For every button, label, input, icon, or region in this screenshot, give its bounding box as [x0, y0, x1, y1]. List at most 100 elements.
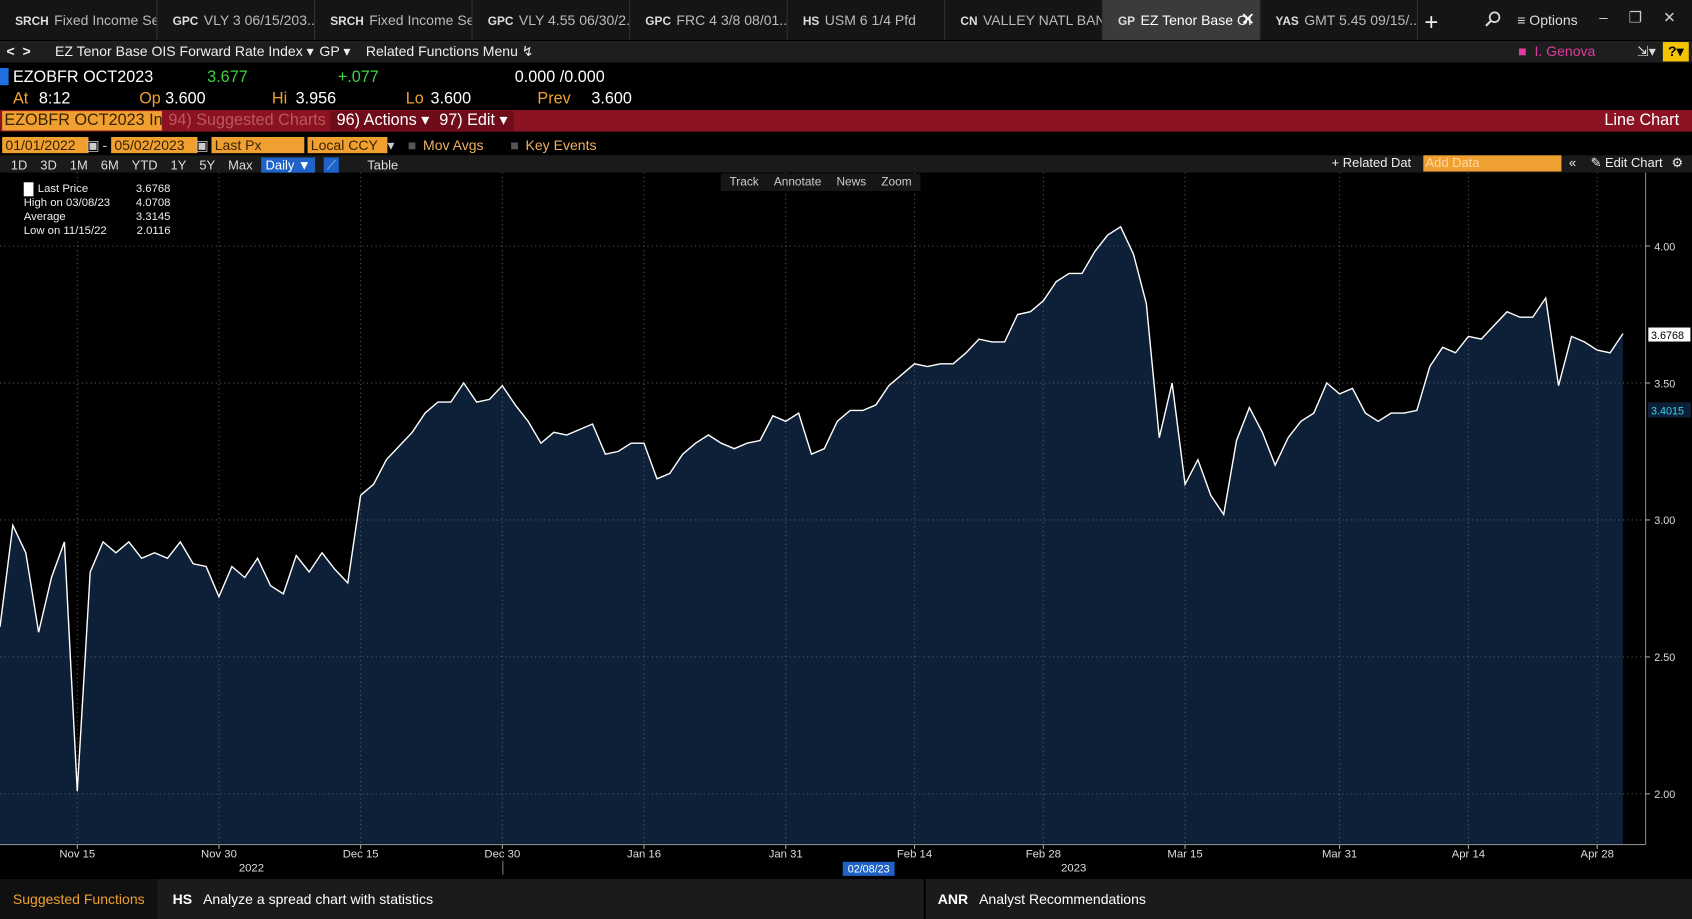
period-button[interactable]: YTD [131, 157, 158, 173]
tab[interactable]: SRCH Fixed Income Se.. [0, 0, 158, 40]
options-button[interactable]: ≡ Options [1517, 11, 1578, 29]
related-menu[interactable]: Related Functions Menu ↯ [365, 43, 534, 60]
at-label: At [12, 89, 29, 108]
area-fill [0, 226, 1623, 845]
edit-chart-label: Edit Chart [1605, 155, 1663, 171]
chart-type[interactable]: Line Chart [1604, 111, 1680, 130]
price-marker [1647, 326, 1692, 343]
calendar-icon[interactable]: ▣ [86, 136, 100, 154]
tab-bar: SRCH Fixed Income Se.. GPC VLY 3 06/15/203.… [0, 0, 1692, 40]
footer-item[interactable]: HS Analyze a spread chart with statistic… [173, 879, 433, 919]
period-button[interactable]: 1Y [170, 157, 187, 173]
prev-label: Prev [537, 89, 571, 108]
chart-tool[interactable]: Annotate [773, 175, 822, 189]
quote-marker [0, 67, 9, 86]
chart-tool[interactable]: Track [729, 175, 759, 189]
legend-entry: Average 3.3145 [9, 210, 171, 224]
user-icon: ■ [1518, 43, 1527, 60]
tab-label: VLY 4.55 06/30/2... [518, 11, 631, 29]
tab-close[interactable]: ✕ [1240, 10, 1255, 30]
search-icon[interactable] [1485, 11, 1502, 28]
tab-label: EZ Tenor Base OI [1140, 11, 1252, 29]
low-value: 3.600 [430, 89, 472, 108]
tab-code: YAS [1275, 15, 1299, 29]
function-bar: EZOBFR OCT2023 In 94) Suggested Charts 9… [0, 110, 1692, 132]
legend: Last Price 3.6768 High on 03/08/23 4.0708 Av… [8, 182, 171, 239]
legend-label: Last Price [23, 182, 88, 197]
security-field[interactable]: EZOBFR OCT2023 In [2, 111, 162, 131]
table-button[interactable]: Table [367, 157, 399, 173]
tab[interactable]: GP EZ Tenor Base OI ✕ [1102, 0, 1261, 40]
tab[interactable]: CN VALLEY NATL BANC ... [945, 0, 1103, 40]
tab-code: HS [802, 15, 820, 29]
actions-menu[interactable]: 96) Actions ▾ [330, 111, 436, 131]
suggested-functions: Suggested Functions [0, 879, 158, 919]
open-value: 3.600 [165, 89, 206, 108]
settings-icon[interactable]: ⚙ [1671, 155, 1684, 171]
calendar-icon[interactable]: ▣ [195, 136, 209, 154]
user-name[interactable]: I. Genova [1534, 43, 1596, 60]
legend-value: 2.0116 [136, 224, 171, 238]
key-events[interactable]: Key Events [525, 136, 597, 154]
edit-menu[interactable]: 97) Edit ▾ [432, 111, 515, 131]
tab[interactable]: SRCH Fixed Income Se.. [315, 0, 473, 40]
chart-tool[interactable]: News [836, 175, 867, 189]
tab-label: Fixed Income Se.. [54, 11, 158, 29]
function-code: HS [172, 890, 193, 908]
period-buttons: 1D 3D 1M 6M YTD 1Y 5Y Max Daily ▼ ⟋ Table [11, 155, 411, 174]
function-label: Analyst Recommendations [979, 890, 1146, 908]
period-button[interactable]: 3D [40, 157, 57, 173]
prev-value: 3.600 [591, 89, 632, 108]
tab[interactable]: GPC VLY 4.55 06/30/2... [473, 0, 631, 40]
y-tick-label: 3.50 [1654, 378, 1675, 390]
source-menu[interactable]: GP ▾ [319, 43, 351, 60]
field-select[interactable]: Last Px [211, 136, 305, 154]
period-button[interactable]: 1D [10, 157, 28, 173]
start-date[interactable]: 01/01/2022 [2, 136, 89, 154]
add-data-field[interactable]: Add Data [1423, 155, 1562, 172]
footer-item[interactable]: ANR Analyst Recommendations [938, 879, 1146, 919]
period-button[interactable]: 1M [69, 157, 88, 173]
tab[interactable]: GPC FRC 4 3/8 08/01... [630, 0, 788, 40]
tab-list: SRCH Fixed Income Se.. GPC VLY 3 06/15/203.… [0, 0, 1418, 40]
tab-code: CN [960, 15, 978, 29]
price-marker-label: 3.6768 [1651, 330, 1684, 342]
chart-tool[interactable]: Zoom [881, 175, 912, 189]
tab-code: GPC [487, 15, 514, 29]
bid-ask: 0.000 /0.000 [514, 67, 605, 87]
tab[interactable]: YAS GMT 5.45 09/15/... [1260, 0, 1418, 40]
edit-chart[interactable]: ✎ Edit Chart [1590, 155, 1663, 171]
tab[interactable]: GPC VLY 3 06/15/203... [158, 0, 316, 40]
currency-select[interactable]: Local CCY [307, 136, 388, 154]
collapse-button[interactable]: « [1569, 155, 1577, 171]
tab-label: VALLEY NATL BANC ... [982, 11, 1102, 29]
tab-code: GP [1117, 15, 1136, 29]
chart-tools: Track Annotate News Zoom [720, 173, 921, 191]
price-marker [1647, 402, 1691, 418]
export-icon[interactable]: ⇲▾ [1636, 43, 1656, 60]
end-date[interactable]: 05/02/2023 [111, 136, 198, 154]
legend-entry: High on 03/08/23 4.0708 [9, 196, 171, 210]
y-tick-label: 4.00 [1654, 241, 1675, 253]
new-tab[interactable]: + [1424, 8, 1439, 36]
help-button[interactable]: ?▾ [1662, 42, 1689, 62]
low-label: Lo [405, 89, 424, 108]
security-title[interactable]: EZ Tenor Base OIS Forward Rate Index ▾ [55, 43, 314, 60]
dropdown-icon[interactable]: ▾ [387, 136, 395, 154]
related-data[interactable]: + Related Dat [1331, 155, 1412, 171]
chart-style-icon[interactable]: ⟋ [323, 157, 340, 174]
x-tick-label: Apr 28 [1581, 848, 1614, 860]
period-button[interactable]: 6M [100, 157, 119, 173]
checkbox[interactable]: ■ [407, 136, 417, 154]
frequency-select[interactable]: Daily ▼ [261, 157, 316, 174]
moving-averages[interactable]: Mov Avgs [423, 136, 484, 154]
period-button[interactable]: Max [228, 157, 253, 173]
nav-arrows[interactable]: < > [6, 43, 31, 60]
function-label: Analyze a spread chart with statistics [203, 890, 434, 908]
legend-value: 3.3145 [135, 210, 171, 224]
period-button[interactable]: 5Y [199, 157, 216, 173]
tab[interactable]: HS USM 6 1/4 Pfd [788, 0, 946, 40]
checkbox[interactable]: ■ [510, 136, 519, 154]
window-controls[interactable]: – ❐ ✕ [1599, 8, 1676, 26]
